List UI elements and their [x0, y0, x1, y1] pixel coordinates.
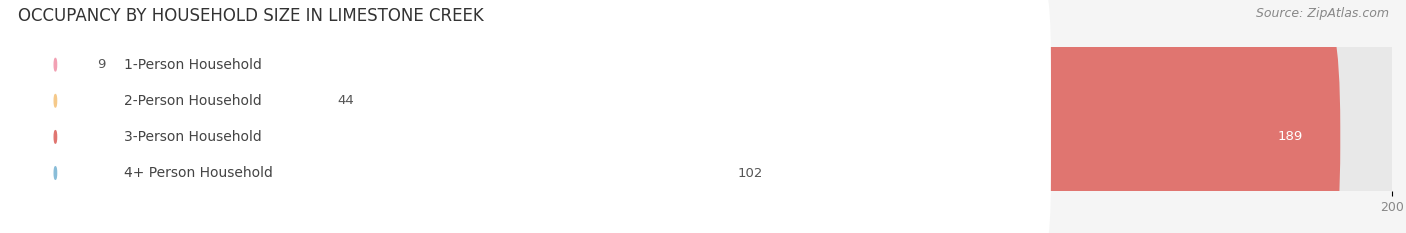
FancyBboxPatch shape — [0, 2, 1050, 200]
FancyBboxPatch shape — [0, 0, 1050, 164]
Circle shape — [55, 167, 56, 179]
Text: 3-Person Household: 3-Person Household — [124, 130, 262, 144]
FancyBboxPatch shape — [0, 35, 741, 233]
Text: 2-Person Household: 2-Person Household — [124, 94, 262, 108]
Circle shape — [55, 58, 56, 71]
Text: 44: 44 — [337, 94, 354, 107]
FancyBboxPatch shape — [0, 0, 342, 233]
FancyBboxPatch shape — [0, 0, 1340, 233]
Text: 189: 189 — [1277, 130, 1302, 143]
Text: 102: 102 — [738, 167, 763, 179]
FancyBboxPatch shape — [0, 74, 1050, 233]
Circle shape — [55, 95, 56, 107]
Text: 1-Person Household: 1-Person Household — [124, 58, 262, 72]
Text: 4+ Person Household: 4+ Person Household — [124, 166, 273, 180]
Text: OCCUPANCY BY HOUSEHOLD SIZE IN LIMESTONE CREEK: OCCUPANCY BY HOUSEHOLD SIZE IN LIMESTONE… — [18, 7, 484, 25]
FancyBboxPatch shape — [0, 35, 1406, 233]
FancyBboxPatch shape — [0, 0, 100, 202]
FancyBboxPatch shape — [0, 38, 1050, 233]
FancyBboxPatch shape — [0, 0, 1406, 202]
Circle shape — [55, 131, 56, 143]
Text: Source: ZipAtlas.com: Source: ZipAtlas.com — [1256, 7, 1389, 20]
Text: 9: 9 — [97, 58, 105, 71]
